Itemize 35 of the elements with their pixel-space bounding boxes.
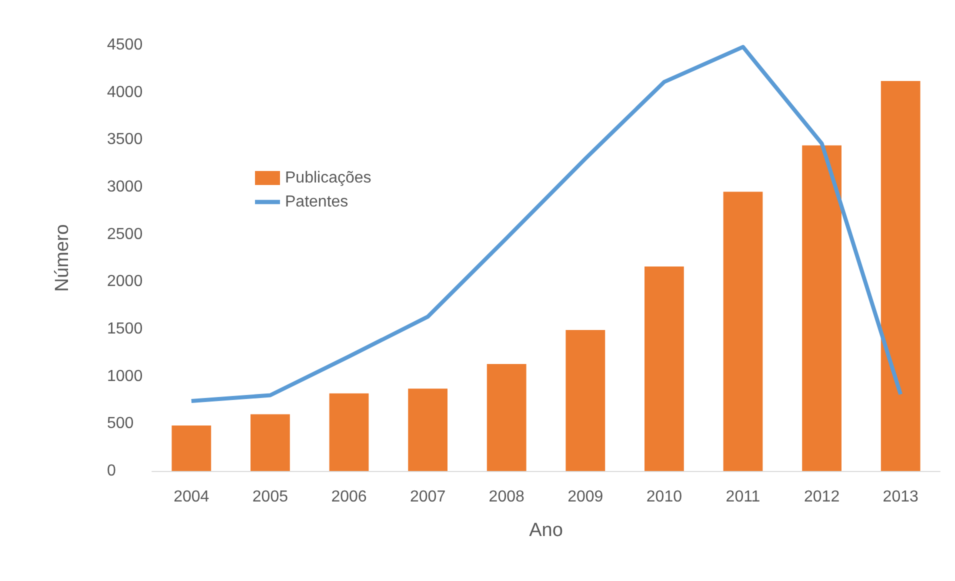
bar [329,393,369,471]
line-series [189,44,903,403]
y-tick-label: 1000 [107,368,143,385]
bar [566,330,606,471]
x-tick-label: 2009 [568,488,604,506]
x-axis-title: Ano [529,520,563,541]
legend-label: Publicações [285,170,372,186]
y-tick-label: 2500 [107,226,143,243]
x-tick-label: 2006 [331,488,367,506]
bar [172,426,212,471]
bar [486,364,526,471]
x-tick-label: 2012 [804,488,840,506]
bar [723,192,763,471]
x-tick-label: 2010 [646,488,682,506]
y-tick-label: 3500 [107,131,143,148]
y-tick-label: 4500 [107,36,143,54]
bar [802,145,842,471]
x-tick-label: 2013 [882,488,918,506]
bar [250,414,290,471]
legend-label: Patentes [285,194,348,210]
bar [644,266,684,471]
x-tick-label: 2007 [410,488,446,506]
y-tick-label: 1500 [107,320,143,338]
x-tick-label: 2008 [488,488,524,506]
y-tick-label: 3000 [107,178,143,196]
bar [880,80,920,471]
x-tick-label: 2005 [252,488,288,506]
x-tick-label: 2004 [174,488,210,506]
bar [408,388,448,471]
y-tick-label: 4000 [107,84,143,101]
y-tick-label: 2000 [107,273,143,290]
y-axis-title: Número [52,224,73,292]
y-tick-label: 500 [107,415,134,432]
x-tick-label: 2011 [726,488,760,506]
y-tick-label: 0 [107,462,116,480]
